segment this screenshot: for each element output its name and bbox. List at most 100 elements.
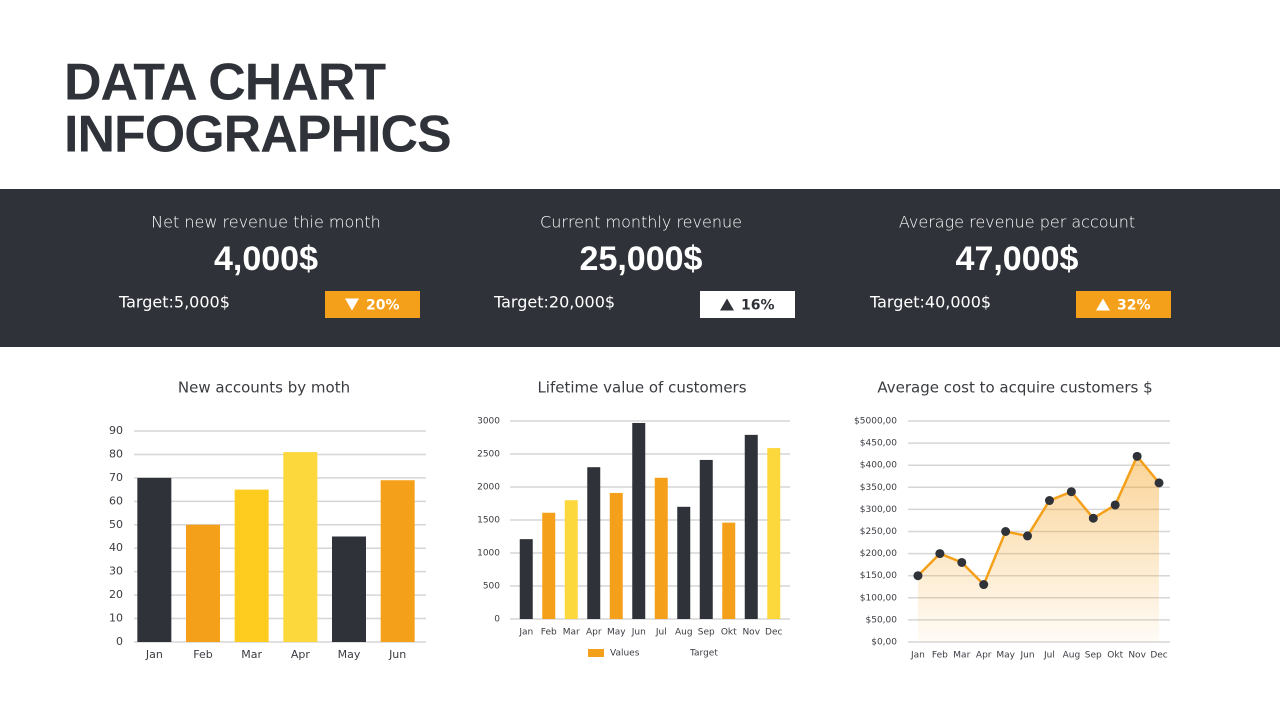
- y-tick-label: 70: [109, 471, 123, 484]
- y-tick-label: 60: [109, 494, 123, 507]
- point: [1044, 496, 1054, 506]
- bar: [677, 506, 691, 619]
- y-tick-label: 2000: [477, 483, 500, 493]
- point: [1132, 451, 1142, 461]
- y-tick-label: $200,00: [860, 549, 897, 559]
- bar: [722, 522, 736, 619]
- x-tick-label: May: [338, 648, 361, 661]
- x-tick-label: Mar: [241, 648, 262, 661]
- bar: [380, 480, 415, 642]
- kpi-badge: [1076, 291, 1171, 318]
- kpi-value: 4,000$: [214, 240, 318, 278]
- x-tick-label: Feb: [932, 651, 948, 661]
- x-tick-label: Apr: [586, 628, 602, 638]
- kpi-target: Target:20,000$: [493, 293, 615, 312]
- y-tick-label: 1000: [477, 549, 500, 559]
- point: [1110, 500, 1120, 510]
- bar: [519, 539, 533, 619]
- y-tick-label: 80: [109, 447, 123, 460]
- point: [1154, 478, 1164, 488]
- x-tick-label: Apr: [291, 648, 311, 661]
- x-tick-label: Okt: [1107, 651, 1123, 661]
- y-tick-label: 3000: [477, 417, 500, 427]
- point: [1088, 513, 1098, 523]
- kpi-value: 47,000$: [956, 240, 1079, 278]
- chart-title: Average cost to acquire customers $: [877, 379, 1152, 397]
- y-tick-label: $250,00: [860, 527, 897, 537]
- kpi-change: 16%: [741, 298, 775, 314]
- y-tick-label: 40: [109, 541, 123, 554]
- x-tick-label: Jul: [655, 628, 667, 638]
- bar: [699, 459, 713, 619]
- kpi-arrow: [720, 298, 734, 311]
- legend-swatch: [588, 649, 604, 657]
- kpi-badge: [700, 291, 795, 318]
- x-tick-label: Dec: [1150, 651, 1167, 661]
- x-tick-label: Sep: [1085, 651, 1102, 661]
- x-tick-label: Jul: [1043, 651, 1055, 661]
- bar: [332, 536, 366, 642]
- x-tick-label: Jan: [145, 648, 163, 661]
- point: [913, 571, 923, 581]
- bar: [564, 500, 578, 619]
- bar: [632, 422, 646, 619]
- bar: [654, 477, 668, 619]
- kpi-change: 32%: [1117, 298, 1151, 314]
- y-tick-label: $450,00: [860, 439, 897, 449]
- y-tick-label: 90: [109, 424, 123, 437]
- x-tick-label: Jun: [1020, 651, 1035, 661]
- kpi-label: Average revenue per account: [899, 213, 1135, 232]
- x-tick-label: Feb: [193, 648, 212, 661]
- x-tick-label: May: [996, 651, 1015, 661]
- point: [1066, 487, 1076, 497]
- y-tick-label: 500: [483, 582, 500, 592]
- x-tick-label: Apr: [976, 651, 992, 661]
- y-tick-label: 0: [494, 615, 500, 625]
- bar: [283, 452, 318, 642]
- x-tick-label: Nov: [1128, 651, 1146, 661]
- kpi-change: 20%: [366, 298, 400, 314]
- y-tick-label: 0: [116, 635, 123, 648]
- bar: [234, 489, 269, 642]
- legend-label: Target: [689, 649, 718, 659]
- y-tick-label: 30: [109, 565, 123, 578]
- x-tick-label: Jun: [631, 628, 646, 638]
- x-tick-label: Mar: [563, 628, 580, 638]
- y-tick-label: $150,00: [860, 571, 897, 581]
- y-tick-label: 20: [109, 588, 123, 601]
- legend-label: Values: [610, 649, 640, 659]
- title-line: DATA CHART: [64, 54, 386, 112]
- kpi-target: Target:5,000$: [118, 293, 230, 312]
- point: [979, 580, 989, 590]
- area: [917, 456, 1160, 642]
- chart-title: Lifetime value of customers: [537, 379, 746, 397]
- legend-swatch: [668, 649, 684, 657]
- bar: [587, 467, 601, 619]
- kpi-badge: [325, 291, 420, 318]
- y-tick-label: $100,00: [860, 593, 897, 603]
- kpi-arrow: [1096, 298, 1110, 311]
- point: [957, 557, 967, 567]
- y-tick-label: 2500: [477, 450, 500, 460]
- y-tick-label: $300,00: [860, 505, 897, 515]
- y-tick-label: $50,00: [866, 615, 898, 625]
- chart-title: New accounts by moth: [178, 379, 350, 397]
- y-tick-label: $400,00: [860, 461, 897, 471]
- bar: [186, 524, 220, 642]
- x-tick-label: Feb: [541, 628, 557, 638]
- y-tick-label: 10: [109, 612, 123, 625]
- kpi-label: Current monthly revenue: [540, 213, 742, 232]
- kpi-target: Target:40,000$: [869, 293, 991, 312]
- x-tick-label: Aug: [675, 628, 693, 638]
- y-tick-label: 1500: [477, 516, 500, 526]
- x-tick-label: Dec: [765, 628, 782, 638]
- x-tick-label: Mar: [953, 651, 970, 661]
- title-line: INFOGRAPHICS: [64, 106, 451, 164]
- x-tick-label: Jun: [388, 648, 406, 661]
- bar: [137, 477, 172, 642]
- bar: [767, 448, 781, 619]
- x-tick-label: Jan: [518, 628, 533, 638]
- kpi-label: Net new revenue thie month: [151, 213, 381, 232]
- bar: [609, 492, 623, 619]
